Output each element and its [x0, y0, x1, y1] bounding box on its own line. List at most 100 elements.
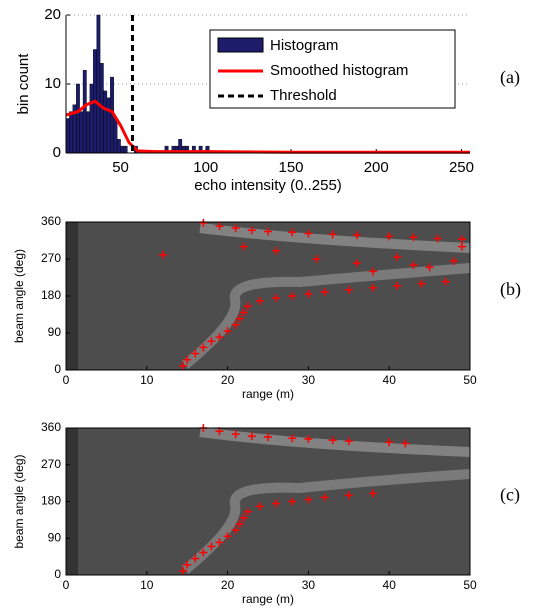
detection-marker [401, 439, 410, 448]
y-tick-label: 360 [41, 420, 61, 434]
y-tick-label: 90 [48, 325, 62, 339]
detection-marker [247, 432, 256, 441]
detection-marker [264, 227, 272, 236]
detection-marker [179, 361, 188, 370]
detection-marker [215, 222, 224, 231]
detection-marker [239, 242, 248, 251]
y-tick-label: 180 [41, 288, 61, 302]
x-tick-label: 0 [63, 578, 70, 592]
detection-marker [288, 228, 297, 237]
detection-marker [288, 292, 297, 300]
y-tick-label: 0 [54, 567, 61, 581]
x-tick-label: 50 [112, 159, 129, 176]
detection-marker [239, 308, 248, 317]
detection-marker [272, 246, 281, 255]
sonar-image-c [66, 427, 471, 575]
detection-marker [231, 430, 240, 439]
detection-marker [179, 566, 188, 575]
detection-marker [344, 285, 353, 294]
detection-marker [449, 257, 458, 266]
detection-marker [243, 302, 252, 311]
detection-marker [409, 233, 418, 242]
detection-marker [255, 296, 264, 305]
histogram-bar [123, 145, 128, 154]
detection-marker [223, 532, 232, 541]
detection-marker [231, 224, 240, 233]
x-tick-label: 10 [140, 373, 154, 387]
detection-marker [235, 519, 244, 528]
histogram-bar [76, 83, 80, 154]
detection-marker [304, 435, 313, 444]
detection-marker [393, 281, 402, 290]
detection-marker [304, 289, 313, 298]
histogram-bar [79, 111, 84, 154]
x-tick-label: 40 [383, 373, 397, 387]
detection-marker [235, 314, 244, 323]
y-axis-label: bin count [15, 53, 32, 115]
histogram-bar [96, 14, 101, 154]
detection-marker [417, 279, 426, 288]
detection-marker [158, 250, 167, 259]
smoothed-line [65, 99, 470, 154]
detection-marker [441, 277, 450, 286]
histogram-bar [120, 145, 125, 154]
detection-marker [231, 320, 240, 329]
detection-marker [352, 231, 361, 240]
x-axis-label: range (m) [242, 592, 294, 606]
detection-marker [385, 232, 394, 241]
panel-label: (b) [500, 279, 521, 300]
histogram-bar [65, 118, 70, 154]
detection-marker [199, 548, 208, 557]
detection-marker [393, 252, 402, 261]
detection-marker [264, 432, 272, 441]
detection-marker [191, 554, 200, 563]
detection-marker [191, 349, 200, 358]
x-tick-label: 50 [463, 373, 477, 387]
detection-marker [199, 218, 208, 227]
y-tick-label: 90 [48, 530, 62, 544]
detection-marker [433, 234, 442, 243]
histogram-bar [113, 118, 118, 154]
detection-marker [215, 333, 224, 342]
y-tick-label: 270 [41, 251, 61, 265]
y-axis-label: beam angle (deg) [12, 249, 26, 343]
detection-marker [369, 489, 378, 498]
detection-marker [352, 259, 361, 268]
y-tick-label: 10 [44, 75, 61, 92]
detection-marker [320, 287, 329, 296]
detection-marker [243, 507, 252, 516]
legend-label: Histogram [270, 37, 338, 54]
histogram-bar [89, 83, 94, 154]
y-tick-label: 20 [44, 6, 61, 23]
histogram-bar [86, 111, 91, 154]
detection-marker [199, 343, 208, 352]
y-axis-label: beam angle (deg) [12, 454, 26, 548]
x-tick-label: 30 [302, 373, 316, 387]
detection-marker [288, 497, 297, 506]
detection-marker [385, 438, 394, 447]
detection-marker [457, 242, 466, 251]
x-tick-label: 100 [193, 159, 218, 176]
detection-marker [183, 560, 192, 569]
detection-marker [320, 493, 329, 502]
x-tick-label: 200 [364, 159, 389, 176]
y-tick-label: 0 [53, 144, 61, 161]
detection-marker [272, 294, 281, 303]
x-tick-label: 40 [383, 578, 397, 592]
detection-marker [239, 513, 248, 522]
detection-marker [457, 235, 466, 244]
detection-marker [344, 491, 353, 500]
x-tick-label: 20 [221, 578, 235, 592]
x-tick-label: 30 [302, 578, 316, 592]
x-tick-label: 0 [63, 373, 70, 387]
y-tick-label: 270 [41, 457, 61, 471]
detection-marker [255, 502, 264, 511]
histogram-bar [116, 138, 121, 154]
detection-marker [215, 427, 224, 436]
histogram-bar [106, 97, 111, 154]
detection-marker [207, 337, 216, 346]
detection-marker [328, 436, 337, 445]
detection-marker [304, 229, 313, 238]
y-tick-label: 0 [54, 362, 61, 376]
x-tick-label: 50 [463, 578, 477, 592]
